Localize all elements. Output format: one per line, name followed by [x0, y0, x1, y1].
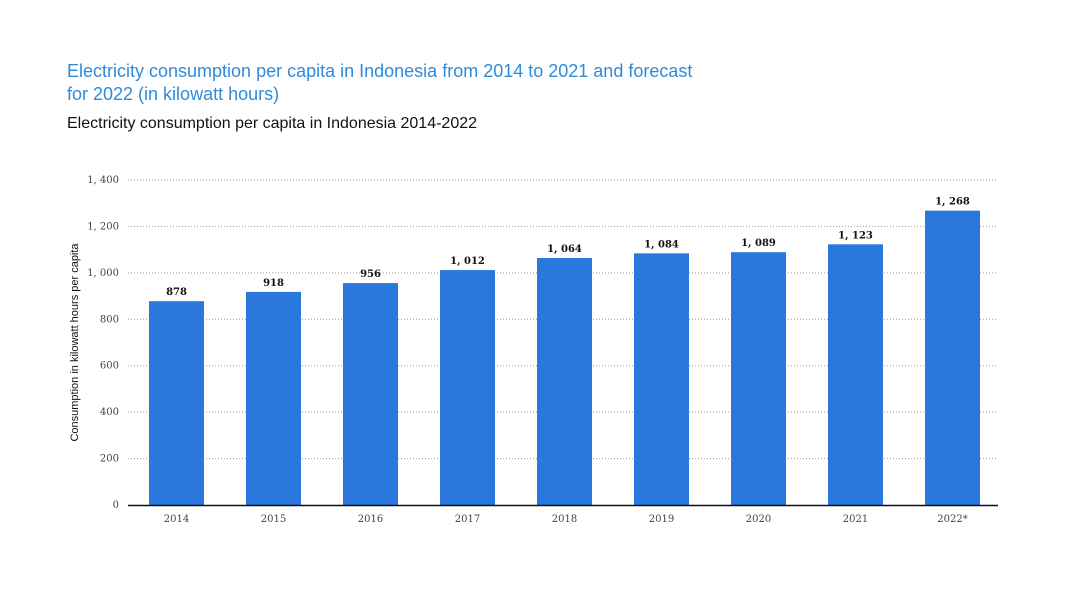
y-tick-label: 600: [100, 361, 119, 372]
bar-2016: [343, 283, 398, 505]
x-tick-label: 2015: [261, 514, 286, 525]
data-label: 1, 089: [741, 238, 776, 249]
chart-subtitle: Electricity consumption per capita in In…: [67, 115, 478, 132]
bar-2021: [828, 244, 883, 505]
bar-2022: [925, 210, 980, 505]
bar-2020: [731, 252, 786, 505]
y-axis-label: Consumption in kilowatt hours per capita: [69, 243, 81, 442]
bar-2015: [246, 291, 301, 505]
bars: [149, 210, 980, 505]
x-tick-label: 2018: [552, 514, 577, 525]
y-axis-ticks: 0 200 400 600 800 1, 000 1, 200 1, 400: [87, 175, 119, 511]
y-tick-label: 1, 000: [87, 268, 119, 279]
y-tick-label: 1, 400: [87, 175, 119, 186]
chart-title: Electricity consumption per capita in In…: [67, 61, 693, 104]
data-label: 918: [263, 278, 284, 289]
y-tick-label: 400: [100, 407, 119, 418]
x-tick-label: 2017: [455, 514, 480, 525]
bar-2014: [149, 301, 204, 505]
bar-2019: [634, 253, 689, 505]
bar-2017: [440, 270, 495, 505]
data-label: 878: [166, 287, 187, 298]
x-tick-label: 2019: [649, 514, 674, 525]
x-tick-label: 2022*: [937, 514, 967, 525]
x-tick-label: 2021: [843, 514, 868, 525]
y-tick-label: 200: [100, 454, 119, 465]
bar-2018: [537, 258, 592, 505]
x-tick-label: 2020: [746, 514, 771, 525]
data-label: 1, 268: [935, 197, 970, 208]
data-label: 1, 064: [547, 244, 582, 255]
data-label: 1, 084: [644, 239, 679, 250]
data-labels: 878 918 956 1, 012 1, 064 1, 084 1, 089 1, 123 1…: [166, 197, 970, 299]
x-axis-ticks: 2014 2015 2016 2017 2018 2019 2020 2021 2022*: [164, 514, 968, 525]
y-tick-label: 1, 200: [87, 221, 119, 232]
y-tick-label: 0: [113, 500, 119, 511]
x-tick-label: 2014: [164, 514, 189, 525]
x-tick-label: 2016: [358, 514, 383, 525]
data-label: 956: [360, 269, 381, 280]
data-label: 1, 012: [450, 256, 485, 267]
data-label: 1, 123: [838, 230, 873, 241]
y-tick-label: 800: [100, 314, 119, 325]
